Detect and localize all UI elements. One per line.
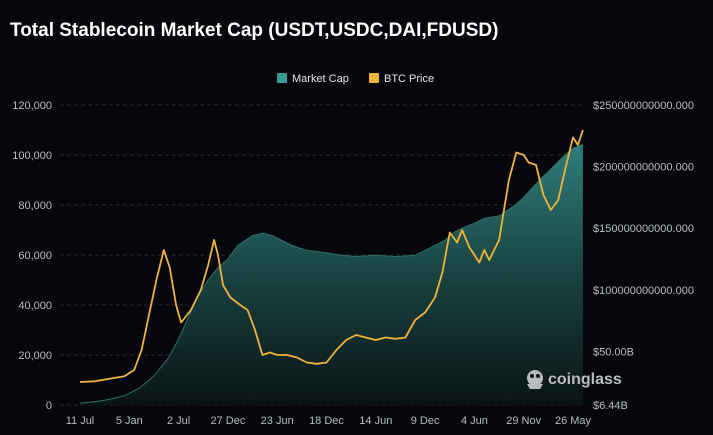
right-axis-tick-label: $200000000000.000 [593,162,694,174]
right-axis-tick-label: $250000000000.000 [593,100,694,112]
right-axis-tick-label: $150000000000.000 [593,223,694,235]
legend-swatch-market-cap[interactable] [277,73,287,83]
x-axis-tick-label: 23 Jun [261,415,294,427]
left-axis-tick-label: 0 [46,400,52,412]
left-axis-tick-label: 120,000 [12,100,52,112]
market-cap-area [80,144,583,405]
legend-swatch-btc-price[interactable] [369,73,379,83]
legend-label-market-cap[interactable]: Market Cap [292,73,349,85]
x-axis-tick-label: 18 Dec [309,415,344,427]
x-axis-tick-label: 2 Jul [167,415,190,427]
x-axis-tick-label: 27 Dec [210,415,245,427]
right-axis-tick-label: $6.44B [593,400,628,412]
left-axis-tick-label: 100,000 [12,150,52,162]
x-axis-tick-label: 11 Jul [66,415,95,427]
legend-label-btc-price[interactable]: BTC Price [384,73,434,85]
right-axis-tick-label: $100000000000.000 [593,285,694,297]
coinglass-watermark: coinglass [527,370,622,389]
left-axis-tick-label: 20,000 [18,350,52,362]
x-axis-tick-label: 14 Jun [359,415,392,427]
left-axis-tick-label: 40,000 [18,300,52,312]
market-cap-line [79,143,584,404]
left-axis-tick-label: 80,000 [18,200,52,212]
page-title: Total Stablecoin Market Cap (USDT,USDC,D… [10,20,499,41]
coinglass-brand-text: coinglass [548,371,622,388]
x-axis-tick-label: 29 Nov [506,415,541,427]
left-axis-tick-label: 60,000 [18,250,52,262]
x-axis-tick-label: 26 May [555,415,592,427]
legend: Market Cap BTC Price [277,73,434,85]
coinglass-logo-icon [527,370,543,389]
right-axis-tick-label: $50.00B [593,346,634,358]
btc-price-line [79,129,584,383]
x-axis-tick-label: 5 Jan [116,415,143,427]
x-axis-tick-label: 4 Jun [461,415,488,427]
x-axis-tick-label: 9 Dec [411,415,440,427]
